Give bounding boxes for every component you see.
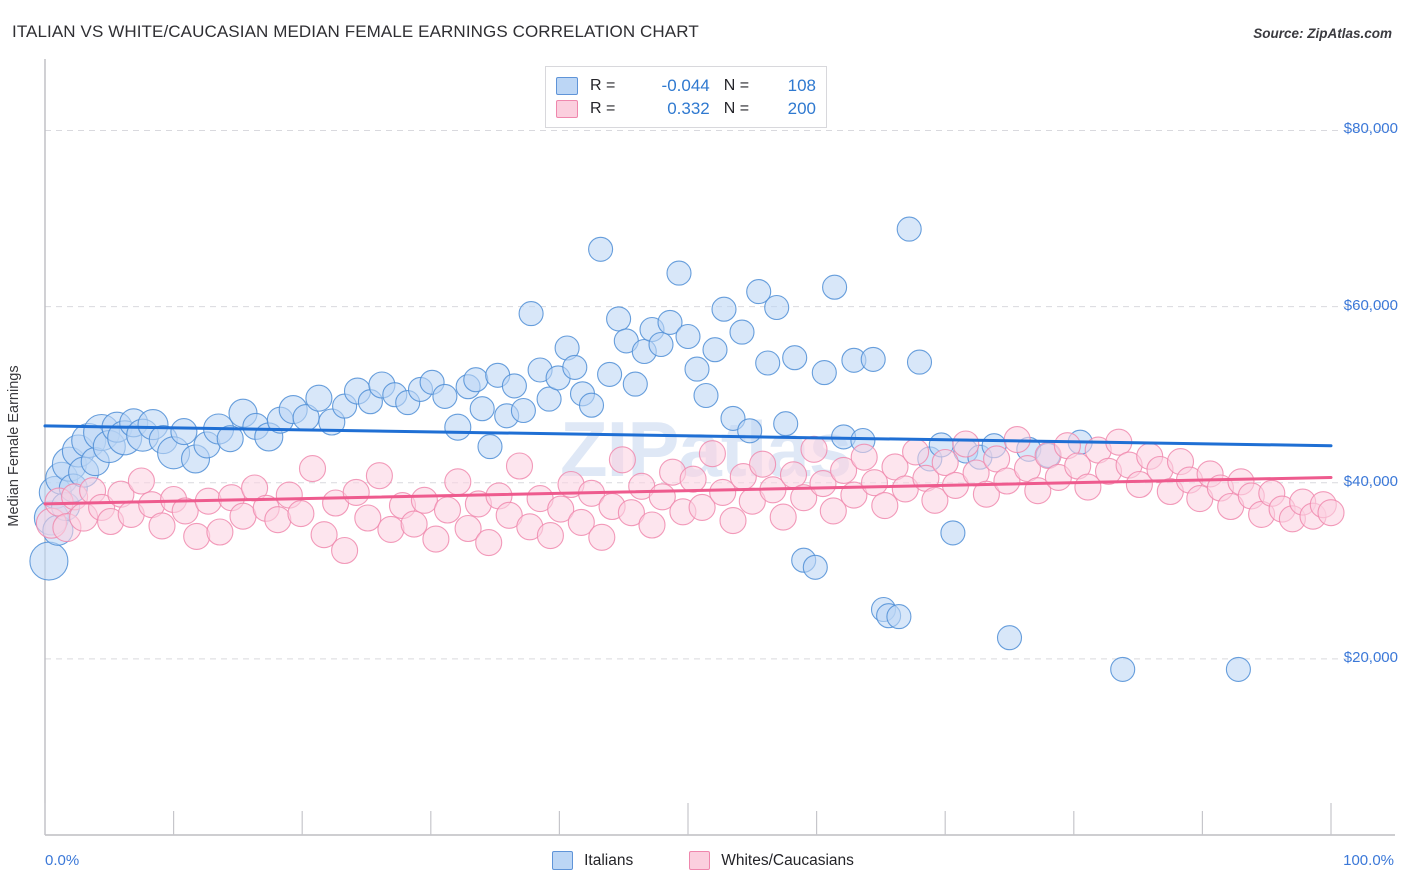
x-axis-min-label: 0.0% — [45, 852, 80, 869]
stats-row-whites: R = 0.332 N = 200 — [556, 99, 816, 119]
r-label: R = — [590, 76, 616, 94]
pink-swatch-icon — [556, 99, 578, 118]
legend-item-italians[interactable]: Italians — [552, 851, 633, 870]
legend-label: Italians — [584, 851, 634, 869]
r-value: -0.044 — [661, 75, 710, 95]
series-legend: Italians Whites/Caucasians — [0, 851, 1406, 870]
n-value: 200 — [787, 98, 816, 118]
blue-swatch-icon — [556, 76, 578, 95]
y-axis-tick-label: $80,000 — [1343, 120, 1398, 138]
pink-swatch-icon — [689, 851, 711, 870]
n-label: N = — [723, 76, 750, 94]
stats-row-italians: R = -0.044 N = 108 — [556, 76, 816, 96]
n-label: N = — [723, 99, 750, 117]
page-title: ITALIAN VS WHITE/CAUCASIAN MEDIAN FEMALE… — [12, 22, 699, 41]
legend-label: Whites/Caucasians — [721, 851, 854, 869]
y-axis-title: Median Female Earnings — [6, 365, 22, 527]
blue-swatch-icon — [552, 851, 574, 870]
source-attribution: Source: ZipAtlas.com — [1253, 26, 1392, 41]
y-axis-tick-label: $20,000 — [1343, 648, 1398, 666]
correlation-stats-legend: R = -0.044 N = 108 R = 0.332 N = 200 — [545, 66, 827, 128]
x-axis-max-label: 100.0% — [1343, 852, 1394, 869]
r-label: R = — [590, 99, 616, 117]
r-value: 0.332 — [667, 98, 710, 118]
watermark: ZIPatlas — [560, 405, 852, 493]
y-axis-tick-label: $60,000 — [1343, 296, 1398, 314]
y-axis-tick-label: $40,000 — [1343, 472, 1398, 490]
n-value: 108 — [787, 75, 816, 95]
legend-item-whites[interactable]: Whites/Caucasians — [689, 851, 854, 870]
